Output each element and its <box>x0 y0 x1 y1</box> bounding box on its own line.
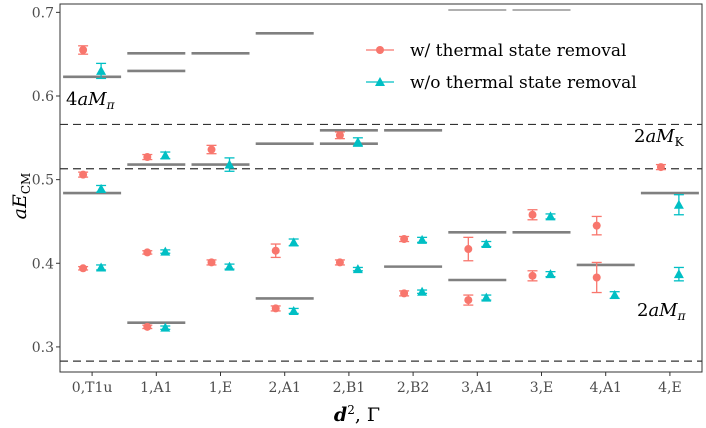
point-without-removal <box>545 211 556 221</box>
y-tick-label: 0.6 <box>32 89 54 105</box>
point-without-removal <box>160 246 171 256</box>
point-without-removal <box>224 261 235 271</box>
y-tick-label: 0.3 <box>32 340 54 356</box>
annot-2aMK: 2aMK <box>634 126 685 149</box>
legend-label-with: w/ thermal state removal <box>410 41 626 61</box>
point-without-removal <box>352 137 363 146</box>
legend-label-without: w/o thermal state removal <box>410 73 637 93</box>
y-tick-label: 0.5 <box>32 173 54 189</box>
point-with-removal <box>464 245 473 254</box>
point-with-removal <box>592 273 601 282</box>
point-without-removal <box>96 65 107 75</box>
point-with-removal <box>79 264 88 273</box>
point-with-removal <box>79 46 88 54</box>
point-with-removal <box>207 258 216 267</box>
point-without-removal <box>545 269 556 279</box>
y-axis: 0.3 0.4 0.5 0.6 0.7 <box>32 5 60 356</box>
x-tick-label: 4,A1 <box>590 380 622 396</box>
y-axis-label: aECM <box>9 173 33 220</box>
legend: w/ thermal state removal w/o thermal sta… <box>366 41 637 93</box>
point-without-removal <box>352 264 363 274</box>
y-tick-label: 0.4 <box>32 256 54 272</box>
point-with-removal <box>143 322 152 331</box>
point-without-removal <box>609 290 620 300</box>
point-with-removal <box>143 153 152 162</box>
point-with-removal <box>79 170 88 179</box>
threshold-lines <box>60 123 702 362</box>
point-without-removal <box>96 262 107 272</box>
x-tick-label: 3,A1 <box>461 380 493 396</box>
point-with-removal <box>528 271 537 280</box>
point-without-removal <box>417 286 428 296</box>
point-with-removal <box>656 163 665 172</box>
point-without-removal <box>96 183 107 193</box>
point-without-removal <box>288 305 299 315</box>
point-with-removal <box>271 246 280 255</box>
x-tick-label: 0,T1u <box>72 380 113 396</box>
point-without-removal <box>160 322 171 332</box>
x-tick-label: 1,A1 <box>140 380 172 396</box>
x-axis: 0,T1u 1,A1 1,E 2,A1 2,B1 2,B2 3,A1 3,E 4,A1 4,E <box>72 372 682 396</box>
x-tick-label: 3,E <box>530 380 554 396</box>
plot-panel <box>59 3 703 373</box>
x-tick-label: 2,B2 <box>397 380 430 396</box>
point-without-removal <box>481 239 492 249</box>
point-with-removal <box>335 131 344 140</box>
y-tick-label: 0.7 <box>32 5 54 21</box>
annot-4aMpi: 4aMπ <box>66 89 116 112</box>
legend-marker-without <box>375 77 385 86</box>
x-tick-label: 1,E <box>209 380 233 396</box>
point-with-removal <box>528 210 537 219</box>
point-with-removal <box>400 289 409 298</box>
point-with-removal <box>143 248 152 257</box>
point-without-removal <box>224 159 235 169</box>
x-axis-label: d2, Γ <box>334 403 380 426</box>
annot-2aMpi: 2aMπ <box>637 300 687 323</box>
x-tick-label: 2,A1 <box>269 380 301 396</box>
point-with-removal <box>271 304 280 313</box>
point-without-removal <box>417 234 428 244</box>
x-tick-label: 4,E <box>658 380 682 396</box>
point-with-removal <box>400 235 409 244</box>
point-without-removal <box>481 292 492 302</box>
point-without-removal <box>160 150 171 160</box>
point-without-removal <box>673 199 684 209</box>
data-points <box>78 45 684 332</box>
point-with-removal <box>335 258 344 267</box>
point-with-removal <box>207 145 216 154</box>
point-without-removal <box>673 269 684 279</box>
legend-marker-with <box>376 46 384 54</box>
energy-levels <box>63 9 699 324</box>
point-with-removal <box>592 221 601 230</box>
x-tick-label: 2,B1 <box>333 380 366 396</box>
point-without-removal <box>288 237 299 247</box>
point-with-removal <box>464 296 473 305</box>
